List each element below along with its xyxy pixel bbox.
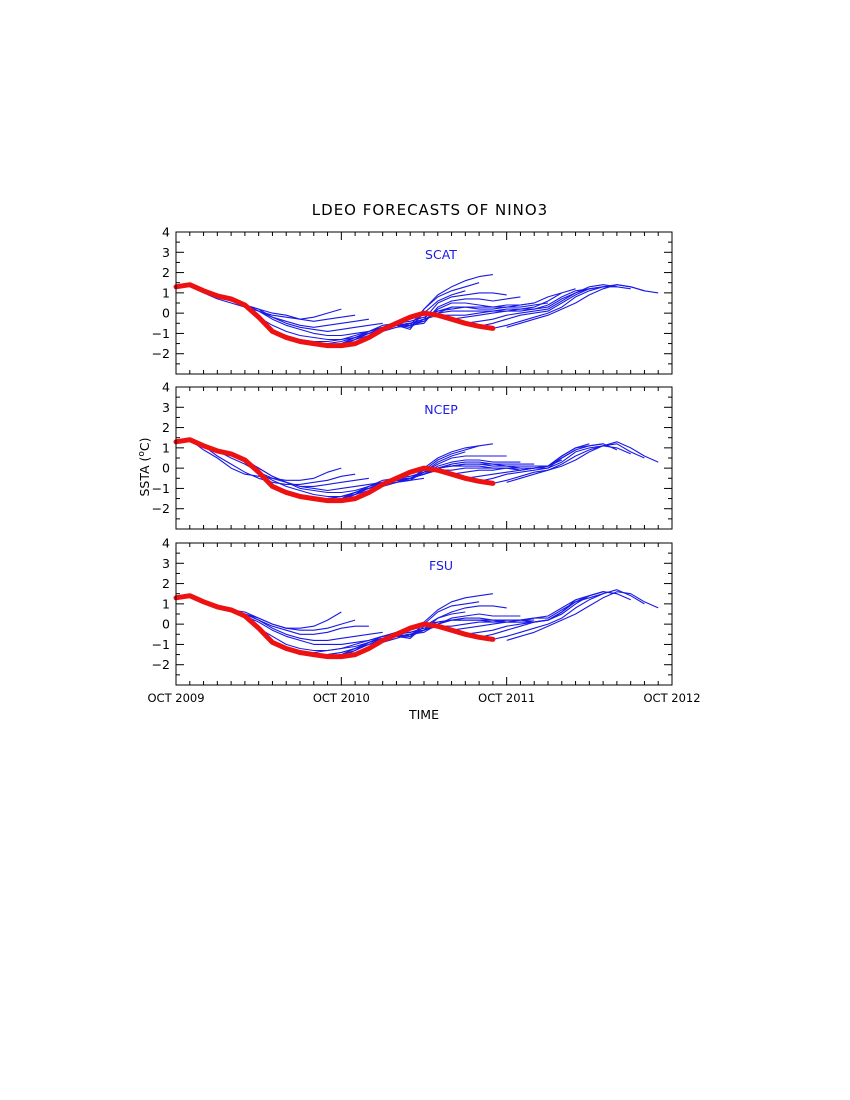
ncep-forecast-line: [313, 451, 466, 502]
fsu-ytick-label: 4: [162, 536, 170, 551]
ncep-forecast-line: [230, 453, 383, 492]
ncep-forecast-line: [506, 441, 659, 483]
y-axis-label-prefix: SSTA (: [137, 457, 152, 497]
scat-ytick-label: 1: [162, 285, 170, 300]
ncep-frame: [175, 386, 673, 530]
scat-forecast-line: [437, 288, 590, 316]
scat-forecast-line: [396, 302, 549, 324]
chart-title: LDEO FORECASTS OF NINO3: [312, 201, 548, 219]
fsu-forecast-line: [368, 613, 521, 650]
fsu-forecast-line: [506, 591, 659, 641]
ncep-forecast-line: [327, 445, 480, 502]
scat-forecast-line: [230, 298, 383, 332]
scat-forecast-line: [410, 292, 562, 318]
fsu-ytick-label: 1: [162, 596, 170, 611]
ncep-forecast-line: [478, 445, 631, 482]
fsu-forecast-line: [354, 605, 507, 656]
ncep-ytick-label: 0: [162, 461, 170, 476]
ncep-forecast-line: [492, 443, 645, 484]
scat-ytick-label: −2: [152, 346, 170, 361]
fsu-ytick-label: 0: [162, 617, 170, 632]
ncep-forecast-line: [189, 439, 342, 481]
panel-fsu: −2 −1 0 1 2 3 4 OCT 2009 OCT 2010 OCT 2011 OCT 201…: [147, 536, 700, 706]
scat-forecast-line: [354, 292, 507, 345]
scat-ytick-label: 0: [162, 306, 170, 321]
scat-observed-line: [173, 282, 496, 349]
scat-forecast-line: [424, 288, 576, 314]
scat-panel-label: SCAT: [425, 247, 457, 262]
fsu-forecast-line: [437, 595, 590, 627]
x-axis-label: TIME: [408, 707, 439, 722]
y-axis-label-suffix: C): [137, 437, 152, 451]
ncep-ytick-label: −2: [152, 501, 170, 516]
fsu-frame: [175, 542, 673, 686]
ncep-ytick-label: 2: [162, 420, 170, 435]
ncep-ytick-label: 3: [162, 400, 170, 415]
fsu-ytick-label: 3: [162, 556, 170, 571]
fsu-ytick-label: −2: [152, 657, 170, 672]
x-tick-label: OCT 2011: [478, 691, 535, 705]
scat-forecast-line: [368, 296, 521, 339]
y-axis-label: SSTA (oC): [137, 437, 152, 496]
scat-ytick-label: 3: [162, 245, 170, 260]
fsu-observed-line: [173, 593, 496, 660]
scat-forecast-line: [327, 282, 480, 347]
fsu-forecast-line: [230, 609, 383, 641]
scat-ytick-label: −1: [152, 326, 170, 341]
fsu-forecast-line: [478, 591, 631, 638]
y-axis-label-degree: o: [137, 451, 147, 457]
ncep-panel-label: NCEP: [424, 402, 458, 417]
scat-ytick-label: 2: [162, 265, 170, 280]
scat-forecast-line: [465, 284, 617, 324]
ncep-observed-line: [173, 437, 496, 504]
fsu-forecast-line: [492, 589, 645, 640]
x-tick-label: OCT 2009: [147, 691, 204, 705]
scat-ytick-label: 4: [162, 225, 170, 240]
fsu-panel-label: FSU: [429, 558, 453, 573]
scat-frame: [175, 231, 673, 375]
x-tick-label: OCT 2012: [643, 691, 700, 705]
ncep-ytick-label: 1: [162, 440, 170, 455]
panel-scat: −2 −1 0 1 2 3 4 SCAT: [152, 225, 673, 375]
ncep-forecast-line: [382, 461, 535, 485]
fsu-ytick-label: 2: [162, 576, 170, 591]
x-tick-label: OCT 2010: [313, 691, 370, 705]
ncep-forecast-line: [465, 443, 618, 479]
fsu-forecast-line: [203, 601, 356, 631]
scat-forecast-line: [478, 286, 631, 327]
scat-forecast-line: [506, 284, 659, 328]
ncep-forecast-line: [451, 443, 604, 475]
ncep-ytick-label: −1: [152, 481, 170, 496]
ncep-forecast-line: [368, 459, 521, 494]
ncep-ytick-label: 4: [162, 380, 170, 395]
panel-ncep: −2 −1 0 1 2 3 4 NCEP: [152, 380, 673, 530]
fsu-ytick-label: −1: [152, 637, 170, 652]
